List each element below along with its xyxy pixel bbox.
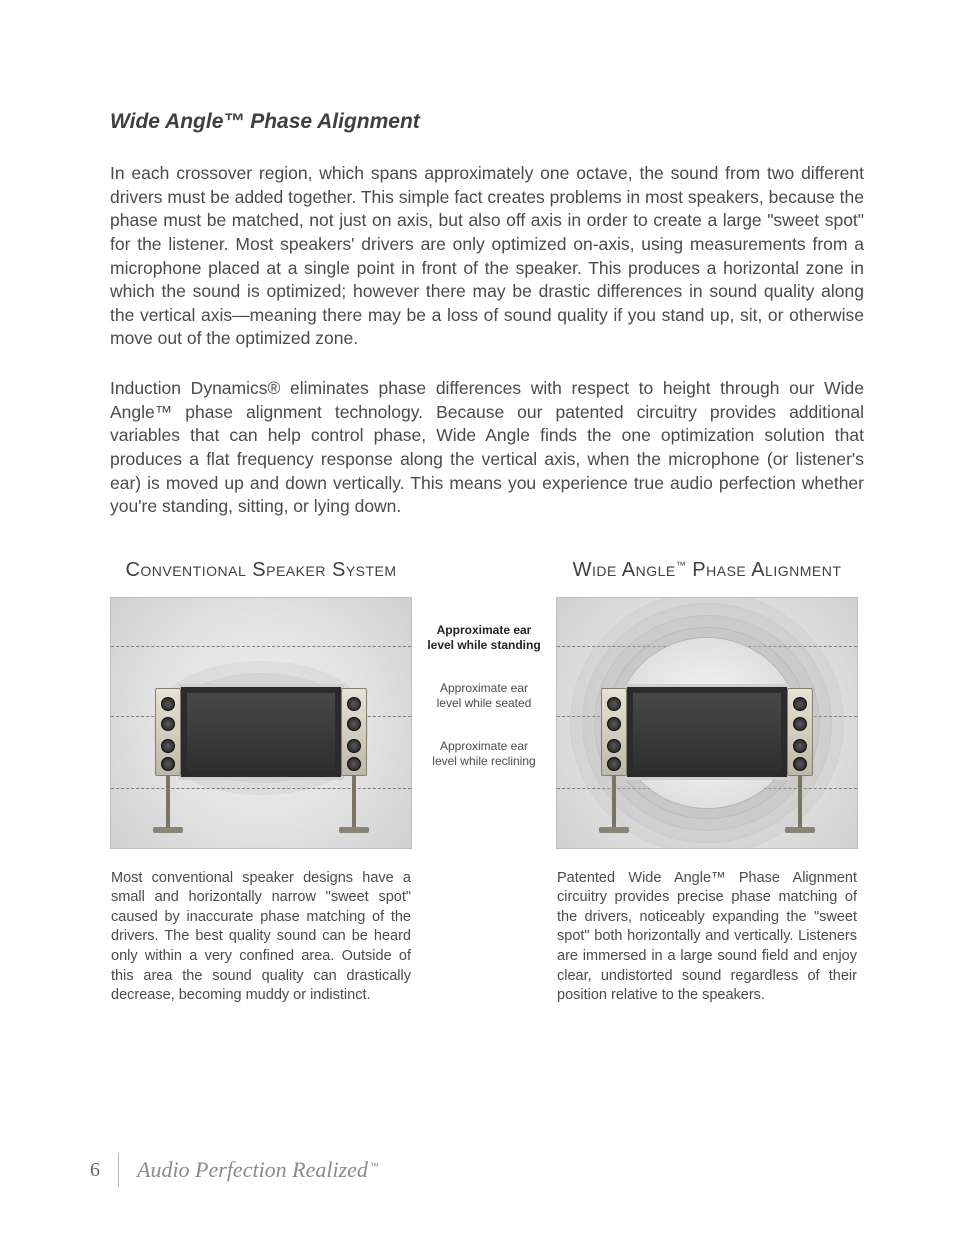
guide-line xyxy=(111,646,411,647)
tv-icon xyxy=(624,684,790,780)
body-paragraph-1: In each crossover region, which spans ap… xyxy=(110,162,864,351)
ear-level-label-1: Approximate ear level while seated xyxy=(426,681,542,711)
speaker-icon xyxy=(341,688,367,776)
page-number: 6 xyxy=(90,1159,100,1182)
footer-tagline-tm: ™ xyxy=(370,1161,379,1171)
figure-right-title: Wide Angle™ Phase Alignment xyxy=(573,545,842,597)
figure-row: Conventional Speaker System Most convent… xyxy=(110,545,864,1006)
ear-level-label-0: Approximate ear level while standing xyxy=(426,623,542,653)
speaker-icon xyxy=(787,688,813,776)
section-title: Wide Angle™ Phase Alignment xyxy=(110,110,864,134)
body-paragraph-2: Induction Dynamics® eliminates phase dif… xyxy=(110,377,864,519)
ear-level-label-2: Approximate ear level while reclining xyxy=(426,739,542,769)
speaker-icon xyxy=(601,688,627,776)
footer-divider xyxy=(118,1153,119,1187)
tv-icon xyxy=(178,684,344,780)
page-footer: 6 Audio Perfection Realized™ xyxy=(90,1153,379,1187)
figure-right-title-text: Wide Angle™ Phase Alignment xyxy=(573,559,842,582)
figure-left-title: Conventional Speaker System xyxy=(125,545,396,597)
figure-left-caption: Most conventional speaker designs have a… xyxy=(111,869,411,1006)
figure-right: Wide Angle™ Phase Alignment Patented Wid… xyxy=(556,545,858,1006)
document-page: Wide Angle™ Phase Alignment In each cros… xyxy=(0,0,954,1235)
figure-right-caption: Patented Wide Angle™ Phase Alignment cir… xyxy=(557,869,857,1006)
figure-middle-labels: Approximate ear level while standing Appr… xyxy=(426,545,542,797)
figure-right-diagram xyxy=(556,597,858,849)
speaker-icon xyxy=(155,688,181,776)
guide-line xyxy=(111,788,411,789)
figure-left: Conventional Speaker System Most convent… xyxy=(110,545,412,1006)
figure-left-diagram xyxy=(110,597,412,849)
footer-tagline-text: Audio Perfection Realized xyxy=(137,1157,368,1182)
footer-tagline: Audio Perfection Realized™ xyxy=(137,1157,379,1183)
